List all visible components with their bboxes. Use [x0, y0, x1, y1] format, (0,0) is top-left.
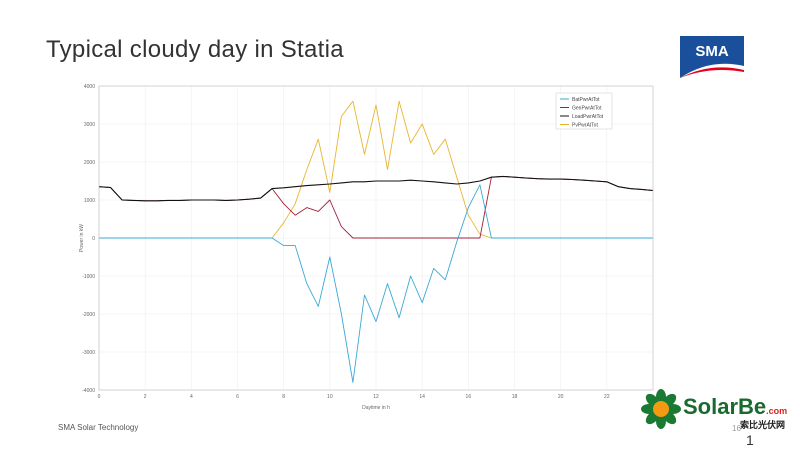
x-tick-label: 14	[419, 394, 425, 400]
y-tick-label: 4000	[84, 84, 95, 90]
page-number-overlay: 1	[746, 432, 754, 448]
x-tick-label: 10	[327, 394, 333, 400]
x-tick-label: 16	[466, 394, 472, 400]
x-tick-label: 18	[512, 394, 518, 400]
x-tick-label: 4	[190, 394, 193, 400]
legend-label: PvPwrAtTot	[572, 122, 598, 128]
plot-frame	[98, 85, 654, 391]
x-tick-label: 22	[604, 394, 610, 400]
y-tick-label: 3000	[84, 122, 95, 128]
y-tick-label: 1000	[84, 198, 95, 204]
solarbe-flower-logo	[641, 389, 681, 429]
solarbe-chinese: 索比光伏网	[740, 420, 786, 430]
sma-logo: SMA	[680, 36, 744, 78]
legend: BatPwrAtTot GenPwrAtTot LoadPwrAtTot PvPwrA…	[555, 92, 613, 130]
y-tick-label: -3000	[82, 350, 95, 356]
x-tick-label: 20	[558, 394, 564, 400]
y-tick-label: 0	[92, 236, 95, 242]
y-tick-label: 2000	[84, 160, 95, 166]
y-axis-label: Power in kW	[79, 224, 85, 252]
x-tick-label: 6	[236, 394, 239, 400]
x-axis-label: Daytime in h	[362, 405, 390, 411]
series-line-BatPwrAtTot	[99, 184, 653, 383]
x-tick-label: 0	[98, 394, 101, 400]
legend-label: BatPwrAtTot	[572, 97, 600, 103]
legend-label: LoadPwrAtTot	[572, 114, 604, 120]
x-tick-label: 8	[282, 394, 285, 400]
y-tick-label: -2000	[82, 312, 95, 318]
x-tick-label: 12	[373, 394, 379, 400]
y-tick-label: -4000	[82, 388, 95, 394]
y-tick-label: -1000	[82, 274, 95, 280]
svg-text:SMA: SMA	[695, 43, 729, 60]
footer-text: SMA Solar Technology	[58, 423, 139, 432]
x-tick-label: 2	[144, 394, 147, 400]
slide-title: Typical cloudy day in Statia	[46, 36, 344, 63]
solarbe-wordmark: SolarBe.com	[683, 394, 788, 419]
page-number: 16	[732, 424, 741, 433]
series-line-LoadPwrAtTot	[98, 175, 654, 202]
legend-label: GenPwrAtTot	[572, 105, 602, 111]
